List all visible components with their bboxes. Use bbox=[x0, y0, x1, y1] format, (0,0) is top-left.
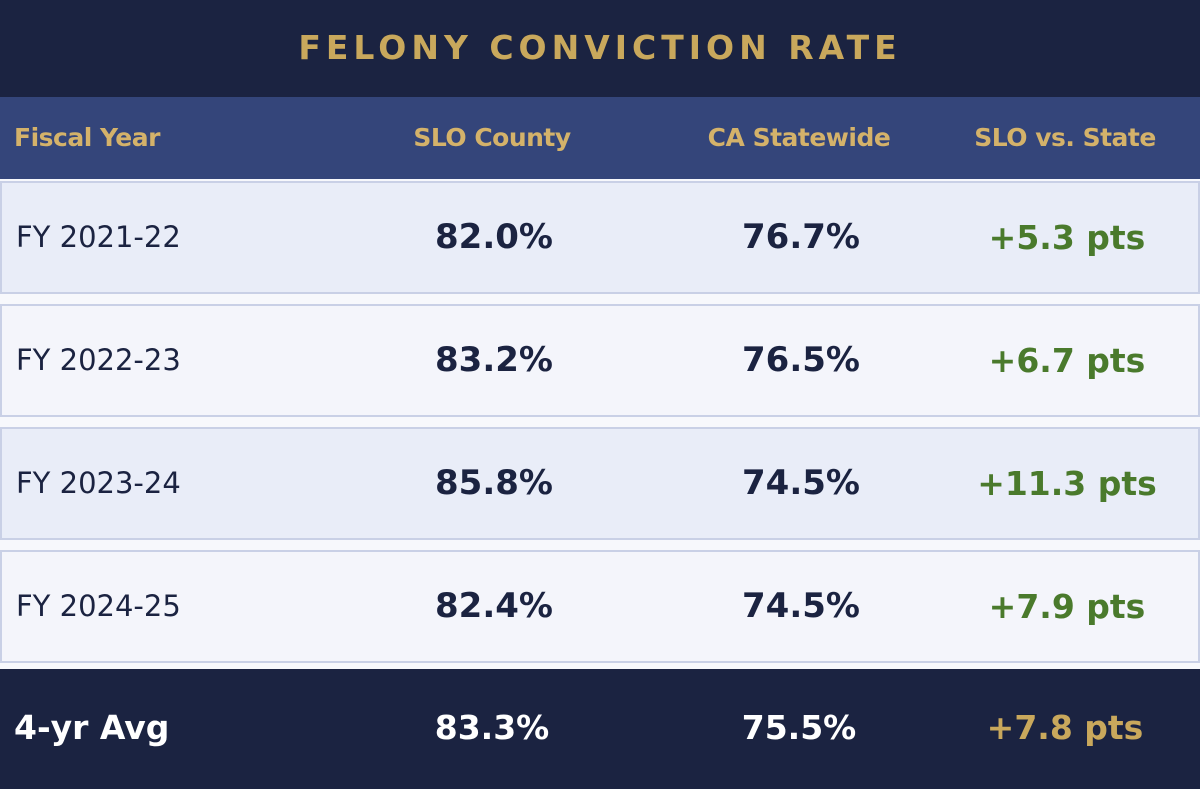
row-separator bbox=[0, 540, 1200, 550]
ca-statewide-value: 76.5% bbox=[742, 340, 860, 380]
average-label: 4-yr Avg bbox=[14, 708, 170, 747]
average-row: 4-yr Avg 83.3% 75.5% +7.8 pts bbox=[0, 669, 1200, 789]
fiscal-year-cell: FY 2022-23 bbox=[16, 343, 181, 377]
difference-value: +7.9 pts bbox=[988, 587, 1146, 626]
table-row: FY 2021-22 82.0% 76.7% +5.3 pts bbox=[0, 181, 1200, 294]
slo-county-value: 82.4% bbox=[435, 586, 553, 626]
column-header-slo-county: SLO County bbox=[413, 123, 571, 152]
slo-county-value: 82.0% bbox=[435, 217, 553, 257]
header-row: Fiscal Year SLO County CA Statewide SLO … bbox=[0, 97, 1200, 179]
slo-county-value: 83.2% bbox=[435, 340, 553, 380]
difference-value: +5.3 pts bbox=[988, 218, 1146, 257]
column-header-fiscal-year: Fiscal Year bbox=[14, 123, 160, 152]
row-separator bbox=[0, 294, 1200, 304]
fiscal-year-cell: FY 2021-22 bbox=[16, 220, 181, 254]
average-slo-county-value: 83.3% bbox=[434, 708, 550, 747]
ca-statewide-value: 74.5% bbox=[742, 586, 860, 626]
slo-county-value: 85.8% bbox=[435, 463, 553, 503]
row-separator bbox=[0, 417, 1200, 427]
ca-statewide-value: 74.5% bbox=[742, 463, 860, 503]
row-separator bbox=[0, 663, 1200, 669]
difference-value: +11.3 pts bbox=[977, 464, 1157, 503]
fiscal-year-cell: FY 2024-25 bbox=[16, 589, 181, 623]
difference-value: +6.7 pts bbox=[988, 341, 1146, 380]
average-difference-value: +7.8 pts bbox=[986, 708, 1144, 747]
ca-statewide-value: 76.7% bbox=[742, 217, 860, 257]
column-header-ca-statewide: CA Statewide bbox=[707, 123, 891, 152]
table-row: FY 2022-23 83.2% 76.5% +6.7 pts bbox=[0, 304, 1200, 417]
fiscal-year-cell: FY 2023-24 bbox=[16, 466, 181, 500]
column-header-slo-vs-state: SLO vs. State bbox=[974, 123, 1156, 152]
table-title: FELONY CONVICTION RATE bbox=[298, 28, 902, 67]
table-row: FY 2024-25 82.4% 74.5% +7.9 pts bbox=[0, 550, 1200, 663]
table-row: FY 2023-24 85.8% 74.5% +11.3 pts bbox=[0, 427, 1200, 540]
title-bar: FELONY CONVICTION RATE bbox=[0, 0, 1200, 97]
average-ca-statewide-value: 75.5% bbox=[741, 708, 857, 747]
